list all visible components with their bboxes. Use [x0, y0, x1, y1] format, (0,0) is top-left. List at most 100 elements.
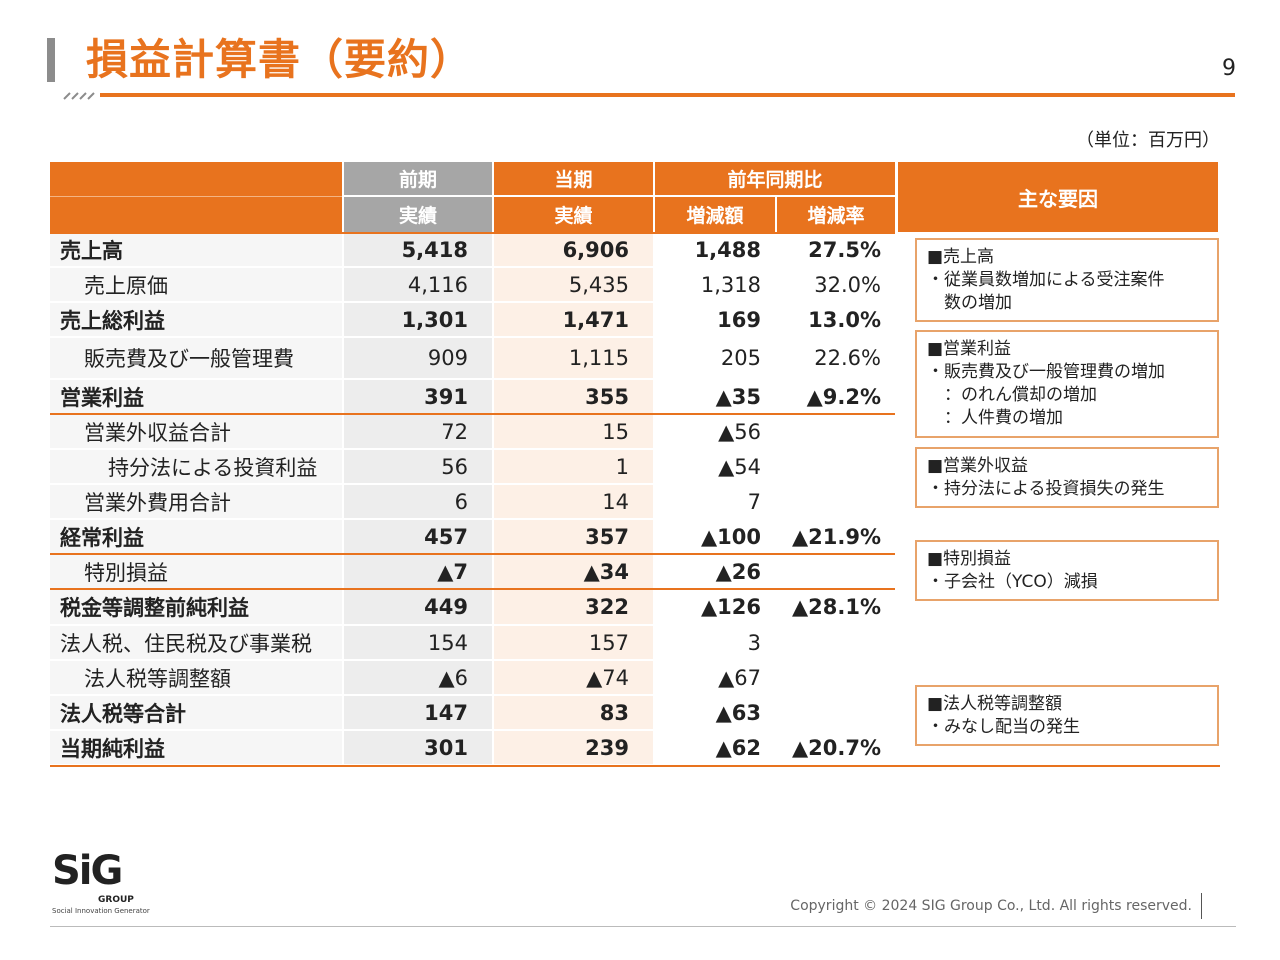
row-separator	[50, 588, 895, 590]
row-label: 当期純利益	[50, 731, 342, 764]
value-cell: 13.0%	[777, 303, 895, 336]
header-divider	[50, 196, 342, 197]
note-line: ：人件費の増加	[927, 408, 1063, 428]
value-cell: 391	[344, 380, 492, 413]
note-title: ■営業利益	[927, 339, 1012, 359]
row-label: 売上高	[50, 233, 342, 266]
note-line: ：のれん償却の増加	[927, 385, 1097, 405]
value-cell: 154	[344, 626, 492, 659]
row-label: 持分法による投資利益	[50, 450, 342, 483]
row-separator	[50, 413, 895, 415]
row-label: 税金等調整前純利益	[50, 590, 342, 624]
header-cell: 前期	[344, 162, 492, 195]
value-cell: 3	[655, 626, 775, 659]
value-cell	[777, 450, 895, 483]
value-cell: 1,471	[494, 303, 653, 336]
value-cell: 1,115	[494, 338, 653, 378]
note-box: ■特別損益・子会社（YCO）減損	[915, 540, 1219, 601]
value-cell: 22.6%	[777, 338, 895, 378]
value-cell: ▲6	[344, 661, 492, 694]
value-cell: 6,906	[494, 233, 653, 266]
value-cell: 15	[494, 415, 653, 448]
footer-divider	[1201, 893, 1202, 919]
note-box: ■営業利益・販売費及び一般管理費の増加 ：のれん償却の増加 ：人件費の増加	[915, 330, 1219, 438]
value-cell	[777, 661, 895, 694]
title-bar-accent	[47, 38, 55, 82]
value-cell: 27.5%	[777, 233, 895, 266]
value-cell: 1,318	[655, 268, 775, 301]
row-label: 法人税等調整額	[50, 661, 342, 694]
value-cell: 5,418	[344, 233, 492, 266]
note-title: ■法人税等調整額	[927, 694, 1063, 714]
row-label: 法人税、住民税及び事業税	[50, 626, 342, 659]
value-cell: ▲34	[494, 555, 653, 588]
value-cell: 169	[655, 303, 775, 336]
value-cell: 83	[494, 696, 653, 729]
note-title: ■売上高	[927, 247, 995, 267]
slide-title: 損益計算書（要約）	[86, 35, 474, 84]
header-cell: 実績	[344, 197, 492, 232]
value-cell: 56	[344, 450, 492, 483]
row-label: 営業利益	[50, 380, 342, 413]
value-cell: 239	[494, 731, 653, 764]
value-cell: 322	[494, 590, 653, 624]
table-bottom-line	[50, 765, 1220, 767]
note-line: ・従業員数増加による受注案件	[927, 270, 1165, 290]
value-cell: 147	[344, 696, 492, 729]
logo: SiG	[52, 848, 123, 894]
value-cell: ▲7	[344, 555, 492, 588]
value-cell	[777, 555, 895, 588]
value-cell: 157	[494, 626, 653, 659]
row-separator	[50, 553, 895, 555]
value-cell: 909	[344, 338, 492, 378]
value-cell: ▲28.1%	[777, 590, 895, 624]
row-label: 販売費及び一般管理費	[50, 338, 342, 378]
row-label: 売上原価	[50, 268, 342, 301]
unit-label: （単位：百万円）	[1076, 130, 1220, 151]
value-cell: 4,116	[344, 268, 492, 301]
header-cell: 増減率	[777, 197, 895, 232]
note-title: ■特別損益	[927, 549, 1012, 569]
value-cell: ▲126	[655, 590, 775, 624]
value-cell: 449	[344, 590, 492, 624]
note-line: ・みなし配当の発生	[927, 717, 1080, 737]
page-number: 9	[1222, 56, 1236, 81]
value-cell: ▲54	[655, 450, 775, 483]
value-cell: 205	[655, 338, 775, 378]
value-cell	[777, 485, 895, 518]
logo-tagline: Social Innovation Generator	[52, 907, 150, 915]
value-cell: ▲74	[494, 661, 653, 694]
footer-line	[50, 926, 1236, 927]
header-cell: 増減額	[655, 197, 775, 232]
header-cell: 実績	[494, 197, 653, 232]
value-cell: ▲62	[655, 731, 775, 764]
value-cell: 14	[494, 485, 653, 518]
row-label: 営業外収益合計	[50, 415, 342, 448]
value-cell: 32.0%	[777, 268, 895, 301]
value-cell: ▲9.2%	[777, 380, 895, 413]
row-label: 営業外費用合計	[50, 485, 342, 518]
value-cell	[777, 626, 895, 659]
value-cell: 301	[344, 731, 492, 764]
value-cell: 355	[494, 380, 653, 413]
logo-sub: GROUP	[98, 895, 134, 905]
value-cell: ▲26	[655, 555, 775, 588]
value-cell: 1,301	[344, 303, 492, 336]
note-box: ■売上高 ・従業員数増加による受注案件 数の増加	[915, 238, 1219, 322]
row-label: 法人税等合計	[50, 696, 342, 729]
note-box: ■法人税等調整額 ・みなし配当の発生	[915, 685, 1219, 746]
note-title: ■営業外収益	[927, 456, 1029, 476]
row-label: 特別損益	[50, 555, 342, 588]
header-cell: 当期	[494, 162, 653, 195]
row-label: 売上総利益	[50, 303, 342, 336]
header-cell: 主な要因	[898, 162, 1218, 232]
row-separator	[50, 232, 895, 234]
note-line: ・子会社（YCO）減損	[927, 572, 1098, 592]
note-line: ・販売費及び一般管理費の増加	[927, 362, 1165, 382]
value-cell: 1	[494, 450, 653, 483]
value-cell: 5,435	[494, 268, 653, 301]
value-cell: 72	[344, 415, 492, 448]
header-cell	[50, 162, 342, 232]
value-cell: ▲56	[655, 415, 775, 448]
